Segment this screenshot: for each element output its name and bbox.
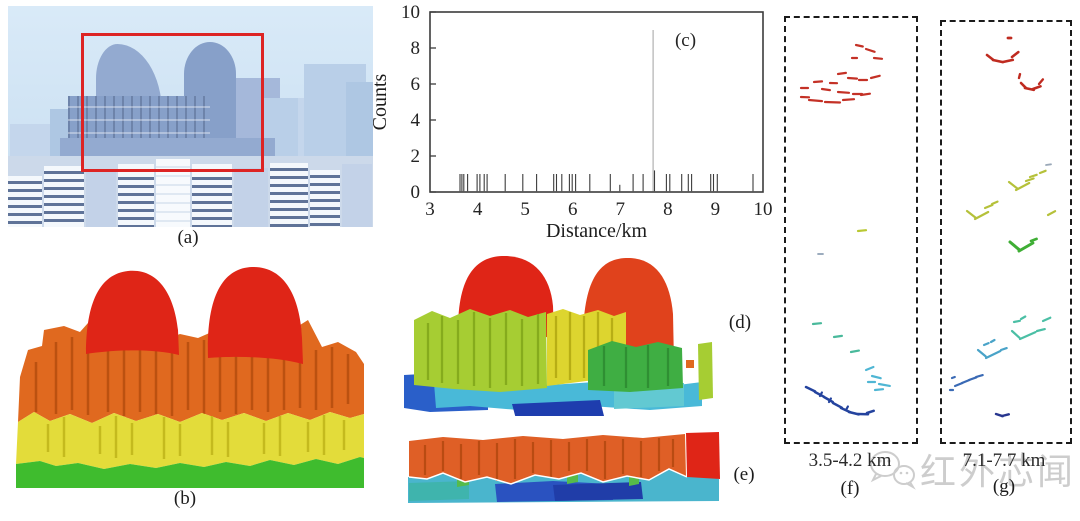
apartment-building [86,172,116,227]
panel-label-b: (b) [173,488,197,509]
svg-text:9: 9 [711,199,721,220]
reconstruction-d [404,255,713,416]
slice-g-range: 7.1-7.7 km [962,450,1046,471]
counts-histogram: 0 2 4 6 8 10 3 4 5 6 7 8 9 10 (c) Distance/km Counts [370,2,773,240]
apartment-building [310,170,340,227]
red-end [686,432,720,479]
yellow-layer [16,412,364,469]
wechat-logo-icon [870,451,916,490]
navy-segment [553,482,643,501]
red-dome-left [86,270,179,355]
svg-text:4: 4 [473,199,483,220]
panel-label-g: (g) [992,476,1016,497]
green-block [588,341,683,392]
slice-g-points [948,36,1057,418]
panel-label-f: (f) [840,478,860,499]
apartment-building [44,166,84,227]
orange-layer [18,314,364,423]
reconstruction-b [16,266,364,488]
lime-streaks [426,312,540,388]
watermark-text: 红外芯闻 [920,452,1077,492]
reconstruction-e [408,432,720,503]
apartment-building [342,164,372,227]
svg-text:10: 10 [754,199,773,220]
apartment-building [270,163,308,227]
green-layer [16,457,364,488]
svg-text:3: 3 [425,199,435,220]
navy-strip [512,400,604,416]
foreground-apartments [8,156,373,227]
svg-text:4: 4 [411,110,421,131]
svg-text:5: 5 [520,199,530,220]
panel-label-d: (d) [728,312,752,333]
watermark: 红外芯闻 [866,443,1076,495]
apartment-building [8,176,42,227]
svg-text:10: 10 [401,2,420,23]
panel-label-a: (a) [177,227,199,248]
apartment-building [234,168,268,227]
roi-rectangle [81,33,264,172]
slice-f-points [799,43,891,416]
slice-f-range: 3.5-4.2 km [808,450,892,471]
svg-text:8: 8 [411,38,421,59]
lime-column [698,342,713,400]
panel-label-e: (e) [733,464,755,485]
city-photo-panel [8,6,373,227]
teal-segment [409,481,469,501]
apartment-building [118,164,154,227]
green-streaks [602,345,670,388]
svg-text:Distance/km: Distance/km [546,220,648,240]
svg-text:0: 0 [411,182,421,203]
svg-text:Counts: Counts [370,73,391,130]
apartment-building [192,164,232,227]
slice-box-f [784,16,918,444]
svg-text:7: 7 [616,199,626,220]
yellow-streaks [46,415,346,459]
orange-mark [686,360,694,368]
svg-text:6: 6 [568,199,578,220]
svg-text:8: 8 [663,199,673,220]
svg-text:6: 6 [411,74,421,95]
lime-block [414,309,547,392]
white-separation [408,468,688,485]
red-dome-right [207,266,303,364]
svg-text:2: 2 [411,146,421,167]
svg-text:(c): (c) [675,30,696,51]
orange-streaks [423,438,675,481]
slice-box-g [940,20,1072,444]
